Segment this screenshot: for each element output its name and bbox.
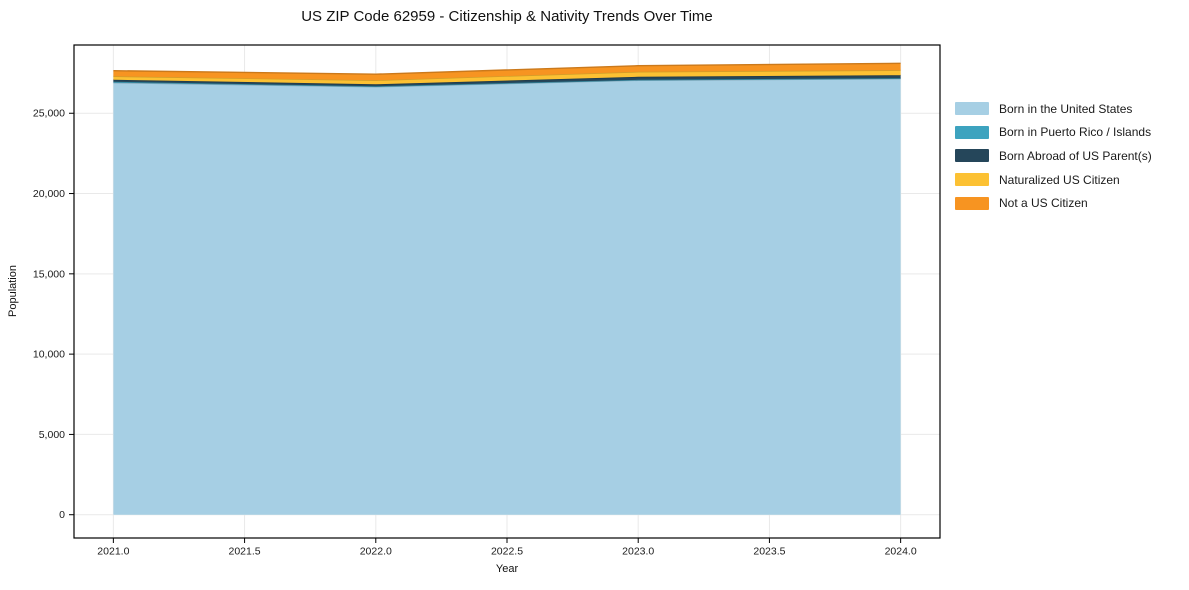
legend-item: Naturalized US Citizen bbox=[955, 168, 1185, 192]
legend-swatch bbox=[955, 102, 989, 116]
legend-swatch bbox=[955, 173, 989, 187]
y-axis-label: Population bbox=[7, 265, 19, 317]
y-tick-label: 5,000 bbox=[39, 429, 65, 441]
legend-label: Born Abroad of US Parent(s) bbox=[999, 148, 1152, 163]
x-tick-label: 2021.0 bbox=[97, 546, 129, 558]
legend-item: Born Abroad of US Parent(s) bbox=[955, 144, 1185, 168]
y-tick-label: 15,000 bbox=[33, 268, 65, 280]
y-tick-label: 10,000 bbox=[33, 349, 65, 361]
x-axis-label: Year bbox=[495, 563, 519, 575]
y-tick-label: 20,000 bbox=[33, 188, 65, 200]
area-series bbox=[113, 70, 901, 85]
chart-title: US ZIP Code 62959 - Citizenship & Nativi… bbox=[301, 8, 713, 25]
legend-item: Not a US Citizen bbox=[955, 191, 1185, 215]
y-tick-label: 0 bbox=[59, 509, 65, 521]
legend-item: Born in the United States bbox=[955, 97, 1185, 121]
legend-label: Born in Puerto Rico / Islands bbox=[999, 125, 1152, 140]
area-series bbox=[113, 63, 901, 81]
legend: Born in the United States Born in Puerto … bbox=[955, 97, 1185, 215]
area-series bbox=[113, 78, 901, 515]
x-tick-label: 2022.5 bbox=[491, 546, 523, 558]
legend-item: Born in Puerto Rico / Islands bbox=[955, 121, 1185, 145]
x-tick-label: 2023.0 bbox=[622, 546, 654, 558]
x-tick-label: 2024.0 bbox=[885, 546, 917, 558]
legend-label: Born in the United States bbox=[999, 101, 1133, 116]
legend-label: Not a US Citizen bbox=[999, 196, 1088, 211]
legend-swatch bbox=[955, 196, 989, 210]
y-tick-label: 25,000 bbox=[33, 108, 65, 120]
area-series-edge bbox=[113, 62, 901, 75]
legend-swatch bbox=[955, 149, 989, 163]
legend-label: Naturalized US Citizen bbox=[999, 172, 1120, 187]
legend-swatch bbox=[955, 125, 989, 139]
x-tick-label: 2023.5 bbox=[753, 546, 785, 558]
x-tick-label: 2022.0 bbox=[360, 546, 392, 558]
x-tick-label: 2021.5 bbox=[229, 546, 261, 558]
